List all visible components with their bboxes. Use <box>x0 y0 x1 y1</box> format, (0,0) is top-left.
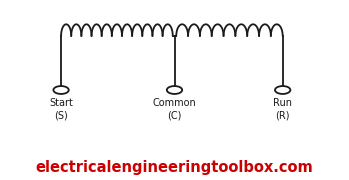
Circle shape <box>275 86 290 94</box>
Text: electricalengineeringtoolbox.com: electricalengineeringtoolbox.com <box>36 160 313 175</box>
Text: Start
(S): Start (S) <box>49 98 73 120</box>
Text: Common
(C): Common (C) <box>153 98 196 120</box>
Circle shape <box>53 86 69 94</box>
Text: Run
(R): Run (R) <box>273 98 292 120</box>
Circle shape <box>167 86 182 94</box>
